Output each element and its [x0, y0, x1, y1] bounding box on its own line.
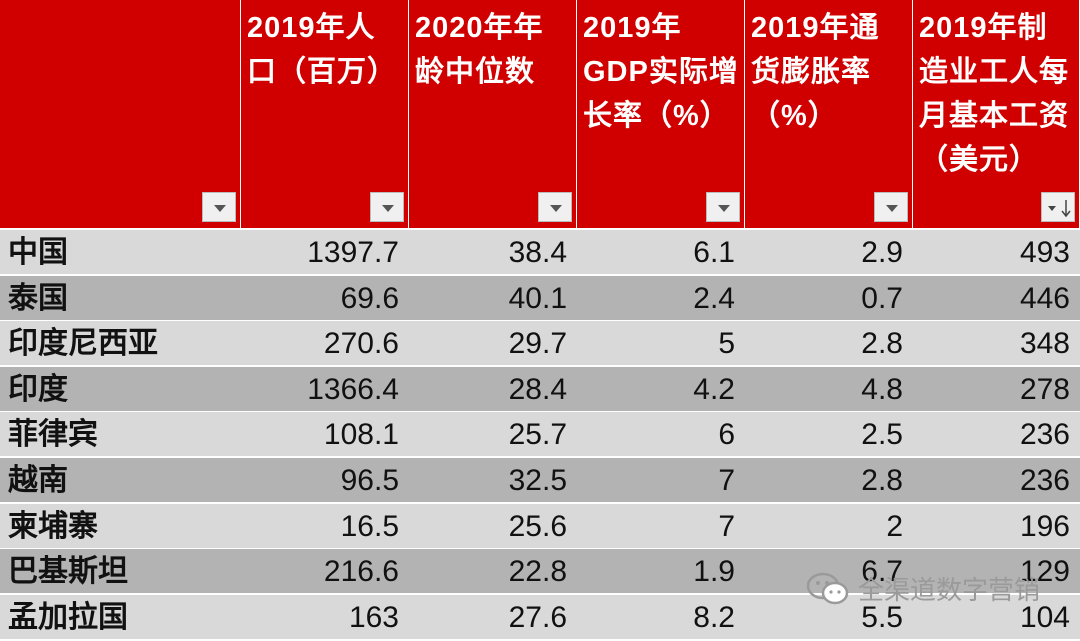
header-text: 2019年通货膨胀率（%） — [751, 12, 880, 132]
value-cell: 4.2 — [693, 372, 735, 406]
header-text: 2019年GDP实际增长率（%） — [583, 12, 739, 132]
value-cell: 38.4 — [508, 236, 567, 269]
value-cell: 4.8 — [861, 372, 903, 406]
header-cell: 2019年人口（百万） — [241, 0, 408, 228]
value-cell: 6 — [718, 418, 735, 452]
header-text: 2020年年龄中位数 — [415, 12, 544, 88]
value-cell: 5.5 — [861, 600, 903, 634]
header-cell: 2020年年龄中位数 — [409, 0, 576, 228]
value-cell: 348 — [1019, 327, 1070, 361]
value-cell: 8.2 — [693, 600, 735, 634]
value-cell: 6.1 — [693, 236, 735, 269]
value-cell: 2.4 — [693, 281, 735, 315]
value-cell: 7 — [718, 509, 735, 543]
header-text: 2019年人口（百万） — [247, 12, 398, 88]
value-cell: 25.6 — [508, 509, 567, 543]
value-cell: 104 — [1019, 600, 1070, 634]
value-cell: 236 — [1019, 418, 1070, 452]
value-cell: 236 — [1019, 464, 1070, 497]
value-cell: 22.8 — [508, 555, 567, 589]
value-cell: 1397.7 — [307, 236, 399, 269]
filter-button[interactable] — [202, 192, 236, 222]
table-row: 孟加拉国 163 27.6 8.2 5.5 104 — [0, 594, 1080, 639]
value-cell: 129 — [1019, 555, 1070, 589]
value-cell: 2.9 — [861, 236, 903, 269]
value-cell: 27.6 — [508, 600, 567, 634]
value-cell: 196 — [1019, 509, 1070, 543]
value-cell: 32.5 — [508, 464, 567, 497]
value-cell: 7 — [718, 464, 735, 497]
value-cell: 25.7 — [508, 418, 567, 452]
value-cell: 1.9 — [693, 555, 735, 589]
value-cell: 29.7 — [508, 327, 567, 361]
filter-button[interactable] — [538, 192, 572, 222]
value-cell: 2 — [886, 509, 903, 543]
country-name: 印度 — [8, 372, 68, 406]
table-row: 越南 96.5 32.5 7 2.8 236 — [0, 458, 1080, 502]
country-name: 泰国 — [8, 281, 68, 315]
value-cell: 69.6 — [340, 281, 399, 315]
value-cell: 446 — [1019, 281, 1070, 315]
value-cell: 2.8 — [861, 327, 903, 361]
table-row: 泰国 69.6 40.1 2.4 0.7 446 — [0, 275, 1080, 320]
value-cell: 28.4 — [508, 372, 567, 406]
wechat-icon — [806, 572, 849, 604]
table-row: 巴基斯坦 216.6 22.8 1.9 6.7 129 — [0, 549, 1080, 594]
value-cell: 2.5 — [861, 418, 903, 452]
country-name: 印度尼西亚 — [8, 327, 158, 361]
value-cell: 1366.4 — [307, 372, 399, 406]
value-cell: 2.8 — [861, 464, 903, 497]
value-cell: 493 — [1019, 236, 1070, 269]
header-cell: 2019年制造业工人每月基本工资（美元） — [913, 0, 1079, 228]
country-name: 巴基斯坦 — [8, 555, 128, 589]
value-cell: 108.1 — [323, 418, 399, 452]
value-cell: 16.5 — [340, 509, 399, 543]
value-cell: 5 — [718, 327, 735, 361]
filter-button[interactable] — [874, 192, 908, 222]
header-text: 2019年制造业工人每月基本工资（美元） — [919, 12, 1070, 176]
watermark-text: 全渠道数字营销 — [858, 575, 1041, 605]
country-name: 菲律宾 — [8, 418, 98, 452]
value-cell: 216.6 — [323, 555, 399, 589]
country-name: 柬埔寨 — [8, 509, 98, 543]
filter-button[interactable] — [706, 192, 740, 222]
table-row: 中国 1397.7 38.4 6.1 2.9 493 — [0, 230, 1080, 274]
header-cell — [0, 0, 240, 228]
value-cell: 0.7 — [861, 281, 903, 315]
header-cell: 2019年GDP实际增长率（%） — [577, 0, 744, 228]
table-row: 柬埔寨 16.5 25.6 7 2 196 — [0, 503, 1080, 548]
country-name: 孟加拉国 — [8, 600, 128, 634]
table-row: 菲律宾 108.1 25.7 6 2.5 236 — [0, 412, 1080, 457]
country-name: 越南 — [8, 464, 68, 497]
table-row: 印度 1366.4 28.4 4.2 4.8 278 — [0, 366, 1080, 411]
filter-button[interactable] — [370, 192, 404, 222]
header-cell: 2019年通货膨胀率（%） — [745, 0, 912, 228]
value-cell: 163 — [348, 600, 399, 634]
value-cell: 270.6 — [323, 327, 399, 361]
value-cell: 6.7 — [861, 555, 903, 589]
value-cell: 40.1 — [508, 281, 567, 315]
value-cell: 278 — [1019, 372, 1070, 406]
value-cell: 96.5 — [340, 464, 399, 497]
country-name: 中国 — [8, 236, 68, 269]
watermark: 全渠道数字营销 — [806, 570, 1040, 607]
table-row: 印度尼西亚 270.6 29.7 5 2.8 348 — [0, 321, 1080, 366]
filter-button[interactable] — [1041, 192, 1075, 222]
